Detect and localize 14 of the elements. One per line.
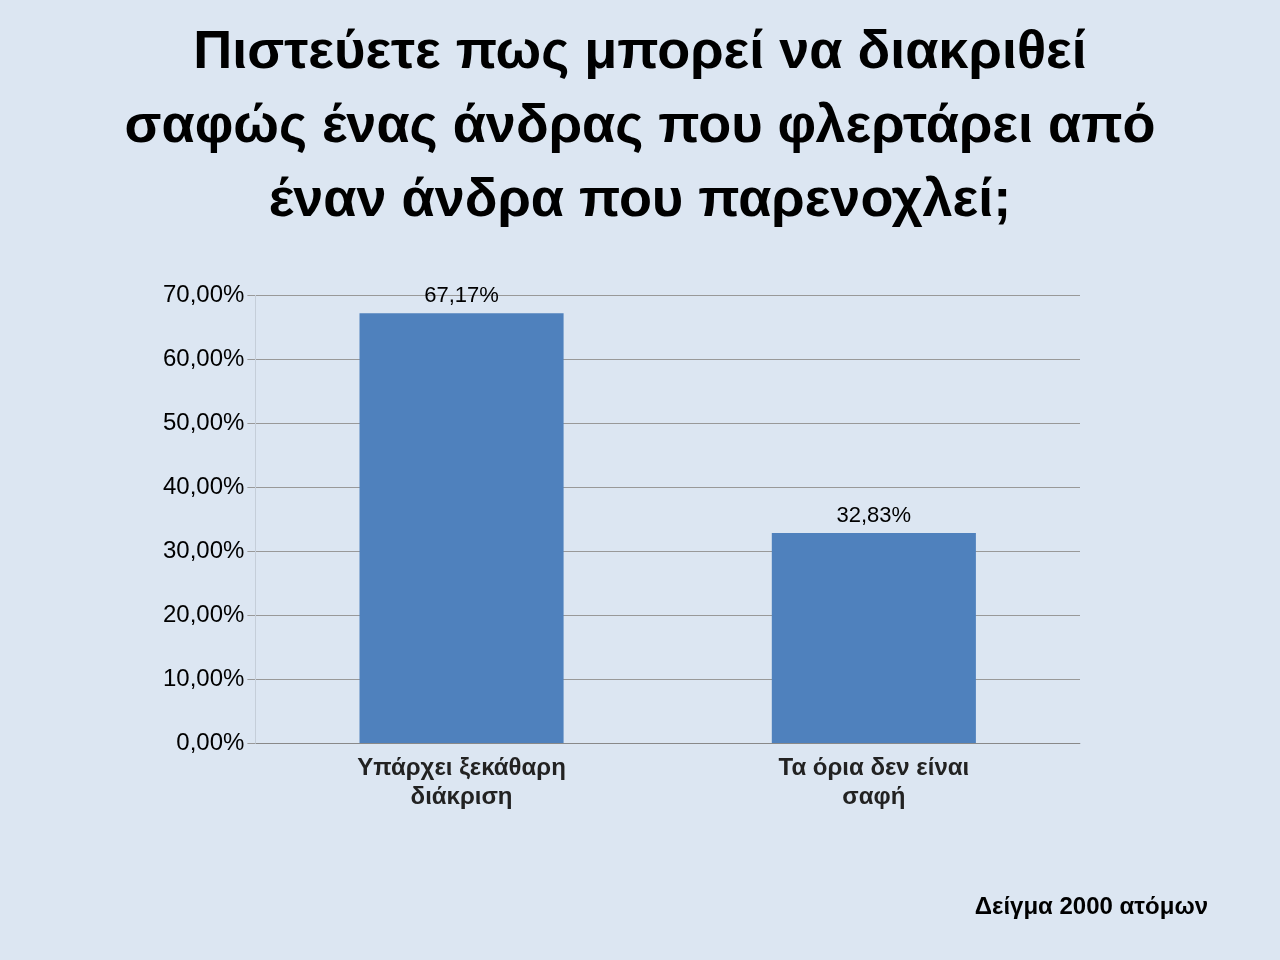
y-tick-label: 40,00%: [162, 471, 245, 499]
text: Δείγμα 2000 ατόμων: [974, 892, 1208, 920]
chart-title: Πιστεύετε πως μπορεί να διακριθεί σαφώς ένας άνδρας που φλερτάρει από έναν άνδρα που παρενοχλεί;: [123, 18, 1157, 229]
y-tick-label: 50,00%: [162, 407, 245, 435]
x-tick-label: Υπάρχει ξεκάθαρη διάκριση: [357, 753, 566, 810]
data-label: 32,83%: [836, 502, 912, 528]
y-tick-label: 30,00%: [162, 535, 245, 563]
y-tick-label: 70,00%: [162, 279, 245, 307]
y-tick-label: 60,00%: [162, 343, 245, 371]
data-label: 67,17%: [424, 282, 499, 308]
y-tick-label: 20,00%: [162, 599, 245, 627]
x-tick-label: Τα όρια δεν είναι σαφή: [778, 753, 970, 810]
y-tick-label: 10,00%: [162, 663, 245, 691]
y-tick-label: 0,00%: [176, 728, 245, 756]
